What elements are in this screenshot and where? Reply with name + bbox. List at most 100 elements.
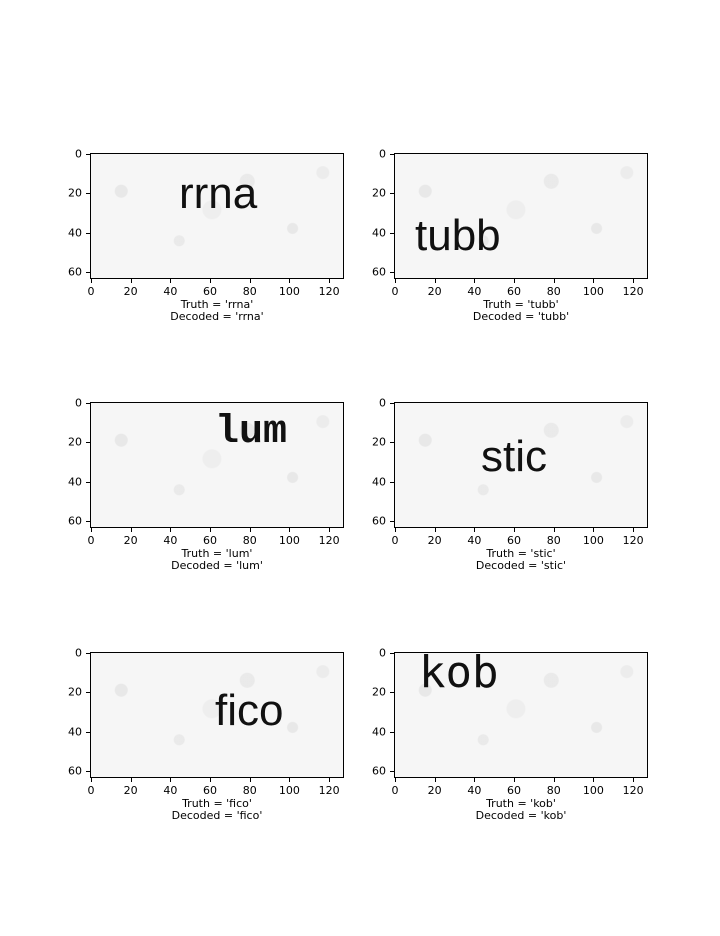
x-tick (553, 778, 555, 782)
y-tick-label: 20 (68, 186, 82, 200)
x-axis: 0 20 40 60 80 100 120 (87, 778, 344, 798)
sample-panel-2: tubb 0 20 40 60 0 20 40 60 80 100 120 Truth = 'tubb… (334, 147, 664, 343)
x-tick (130, 528, 132, 532)
y-tick (86, 232, 90, 234)
truth-caption: Truth = 'fico' (182, 797, 252, 810)
x-tick (249, 528, 251, 532)
x-tick (514, 778, 516, 782)
x-tick-label: 40 (163, 534, 178, 547)
decoded-caption: Decoded = 'lum' (171, 559, 263, 572)
x-tick (329, 778, 331, 782)
x-tick-label: 0 (391, 285, 399, 298)
y-tick-label: 0 (75, 147, 82, 161)
x-tick-label: 100 (278, 285, 300, 298)
x-tick (210, 528, 212, 532)
y-tick (390, 193, 394, 195)
x-tick (434, 778, 436, 782)
x-tick (553, 528, 555, 532)
y-axis: 0 20 40 60 (334, 147, 394, 279)
sample-word-2: tubb (415, 211, 501, 260)
y-tick-label: 40 (372, 226, 386, 240)
x-tick-label: 60 (203, 534, 218, 547)
y-tick-label: 60 (372, 514, 386, 528)
y-axis: 0 20 40 60 (30, 396, 90, 528)
x-tick (593, 528, 595, 532)
x-tick-label: 0 (391, 784, 399, 797)
x-tick-label: 100 (582, 534, 604, 547)
y-tick-label: 60 (68, 764, 82, 778)
y-axis: 0 20 40 60 (334, 396, 394, 528)
x-tick (90, 528, 92, 532)
x-tick (329, 528, 331, 532)
sample-word-3: lum (215, 410, 288, 455)
y-tick (390, 481, 394, 483)
x-tick-label: 0 (87, 285, 95, 298)
x-tick (553, 279, 555, 283)
x-tick (329, 279, 331, 283)
x-tick (249, 778, 251, 782)
x-tick-label: 80 (546, 784, 561, 797)
x-axis: 0 20 40 60 80 100 120 (87, 279, 344, 299)
decoded-caption: Decoded = 'kob' (475, 809, 567, 822)
x-tick (633, 528, 635, 532)
x-tick-label: 60 (507, 285, 522, 298)
x-tick-label: 0 (391, 534, 399, 547)
x-tick-label: 0 (87, 534, 95, 547)
sample-panel-1: rrna 0 20 40 60 0 20 40 60 80 100 120 Truth = 'rrna… (30, 147, 360, 343)
x-tick (90, 279, 92, 283)
x-tick-label: 120 (622, 784, 644, 797)
x-tick (394, 778, 396, 782)
y-tick (86, 771, 90, 773)
x-tick-label: 0 (87, 784, 95, 797)
x-tick (90, 778, 92, 782)
x-tick-label: 20 (427, 784, 442, 797)
sample-image-1: rrna (90, 153, 344, 279)
x-tick (130, 279, 132, 283)
y-tick (86, 272, 90, 274)
sample-image-5: fico (90, 652, 344, 778)
sample-image-2: tubb (394, 153, 648, 279)
x-tick-label: 80 (546, 534, 561, 547)
x-tick-label: 20 (427, 285, 442, 298)
x-tick-label: 20 (123, 285, 138, 298)
sample-word-5: fico (215, 686, 284, 735)
x-tick (474, 778, 476, 782)
truth-caption: Truth = 'tubb' (483, 298, 559, 311)
x-tick (434, 528, 436, 532)
x-tick (210, 279, 212, 283)
x-tick-label: 80 (546, 285, 561, 298)
x-tick (514, 528, 516, 532)
x-tick-label: 120 (318, 534, 340, 547)
y-tick-label: 60 (372, 764, 386, 778)
x-tick-label: 80 (242, 534, 257, 547)
y-axis: 0 20 40 60 (30, 147, 90, 279)
x-tick-label: 20 (123, 534, 138, 547)
y-tick (86, 521, 90, 523)
x-tick (514, 279, 516, 283)
sample-panel-6: kob 0 20 40 60 0 20 40 60 80 100 120 Truth = 'kob' D… (334, 646, 664, 842)
x-tick (593, 279, 595, 283)
decoded-caption: Decoded = 'rrna' (170, 310, 264, 323)
y-axis: 0 20 40 60 (334, 646, 394, 778)
decoded-caption: Decoded = 'stic' (475, 559, 567, 572)
x-tick (289, 778, 291, 782)
y-tick-label: 40 (372, 725, 386, 739)
y-tick-label: 20 (68, 685, 82, 699)
x-tick (474, 279, 476, 283)
y-tick (86, 652, 90, 654)
y-tick (390, 521, 394, 523)
y-tick (390, 652, 394, 654)
x-tick-label: 120 (318, 784, 340, 797)
y-tick-label: 20 (68, 435, 82, 449)
y-tick-label: 40 (68, 725, 82, 739)
truth-caption: Truth = 'stic' (486, 547, 556, 560)
y-tick (86, 402, 90, 404)
truth-caption: Truth = 'rrna' (180, 298, 254, 311)
y-tick (390, 232, 394, 234)
x-axis: 0 20 40 60 80 100 120 (87, 528, 344, 548)
y-tick (390, 731, 394, 733)
y-tick (86, 193, 90, 195)
x-tick-label: 60 (203, 285, 218, 298)
x-tick (394, 279, 396, 283)
x-tick-label: 40 (467, 784, 482, 797)
